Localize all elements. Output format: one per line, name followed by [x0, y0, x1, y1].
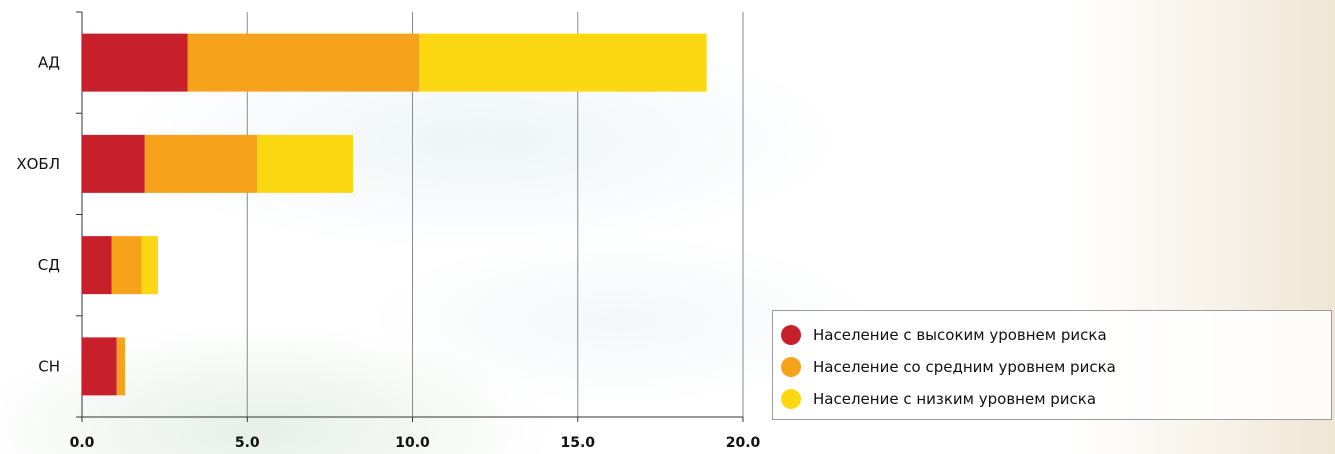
x-tick-label: 15.0	[560, 435, 595, 451]
legend-swatch-low-risk	[781, 389, 801, 409]
bar-segment	[82, 33, 188, 92]
bars	[82, 33, 707, 396]
legend-item-low-risk: Население с низким уровнем риска	[781, 383, 1331, 415]
x-tick-labels: 0.0 5.0 10.0 15.0 20.0	[70, 435, 761, 451]
x-tick-label: 0.0	[70, 435, 95, 451]
bar-segment	[419, 33, 707, 92]
bar-segment	[111, 236, 142, 295]
legend-item-high-risk: Население с высоким уровнем риска	[781, 319, 1331, 351]
legend-swatch-medium-risk	[781, 357, 801, 377]
bar-segment	[82, 134, 145, 193]
bar-segment	[116, 337, 125, 396]
bar-segment	[82, 337, 117, 396]
category-label: АД	[38, 54, 60, 72]
category-label: СН	[38, 357, 60, 375]
legend-label-high-risk: Население с высоким уровнем риска	[813, 326, 1107, 344]
category-labels: АД ХОБЛ СД СН	[16, 54, 60, 376]
legend-item-medium-risk: Население со средним уровнем риска	[781, 351, 1331, 383]
x-tick-label: 10.0	[395, 435, 430, 451]
x-tick-label: 20.0	[726, 435, 761, 451]
x-tick-label: 5.0	[235, 435, 260, 451]
bar-segment	[82, 236, 112, 295]
category-label: ХОБЛ	[16, 155, 60, 173]
category-label: СД	[38, 256, 60, 274]
bar-segment	[187, 33, 420, 92]
bar-segment	[257, 134, 354, 193]
legend: Население с высоким уровнем риска Населе…	[772, 310, 1332, 420]
legend-label-low-risk: Население с низким уровнем риска	[813, 390, 1097, 408]
legend-swatch-high-risk	[781, 325, 801, 345]
bar-segment	[141, 236, 159, 295]
bar-segment	[144, 134, 258, 193]
legend-label-medium-risk: Население со средним уровнем риска	[813, 358, 1116, 376]
